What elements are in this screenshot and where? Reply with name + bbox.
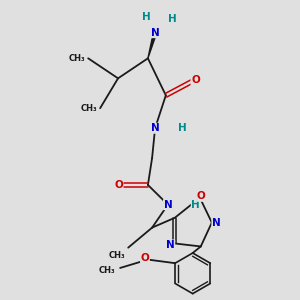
Text: O: O — [114, 180, 123, 190]
Text: CH₃: CH₃ — [99, 266, 116, 274]
Text: CH₃: CH₃ — [109, 250, 125, 260]
Text: CH₃: CH₃ — [69, 54, 85, 63]
Text: O: O — [191, 75, 200, 85]
Text: H: H — [191, 200, 200, 210]
Text: N: N — [151, 28, 160, 38]
Text: O: O — [140, 253, 149, 263]
Text: N: N — [164, 200, 172, 210]
Text: H: H — [168, 14, 177, 24]
Text: H: H — [142, 12, 151, 22]
Text: N: N — [212, 218, 221, 228]
Text: O: O — [197, 191, 206, 201]
Text: N: N — [151, 123, 160, 133]
Text: N: N — [166, 240, 175, 250]
Polygon shape — [148, 32, 157, 58]
Text: CH₃: CH₃ — [80, 104, 97, 113]
Text: H: H — [178, 123, 186, 133]
